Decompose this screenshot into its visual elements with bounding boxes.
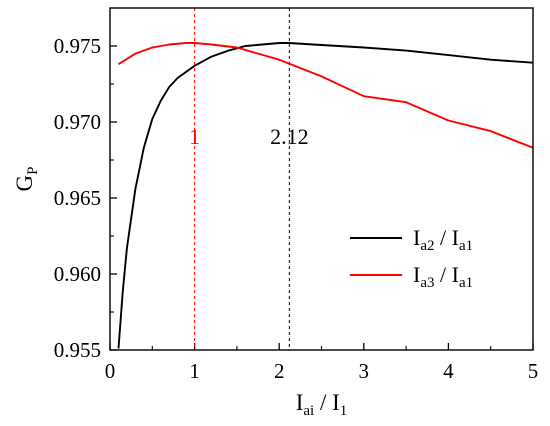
legend-label-series-2: Ia3 / Ia1 xyxy=(413,262,473,291)
y-tick-label: 0.960 xyxy=(54,262,101,286)
optimum-marker-label: 1 xyxy=(189,124,200,149)
x-tick-label: 2 xyxy=(274,359,285,383)
y-tick-label: 0.965 xyxy=(54,186,101,210)
x-tick-label: 3 xyxy=(359,359,370,383)
x-tick-label: 0 xyxy=(105,359,116,383)
tick-labels: 0 1 2 3 4 5 0.955 0.960 0.965 0.970 0.975 xyxy=(54,34,539,383)
series-line-1 xyxy=(117,42,534,349)
y-tick-label: 0.975 xyxy=(54,34,101,58)
legend-item-series-2: Ia3 / Ia1 xyxy=(350,262,473,291)
series-lines xyxy=(117,42,534,349)
x-tick-label: 5 xyxy=(528,359,539,383)
y-tick-label: 0.955 xyxy=(54,338,101,362)
series-line-2 xyxy=(117,42,534,149)
y-axis-label: GP xyxy=(12,167,41,192)
legend: Ia2 / Ia1 Ia3 / Ia1 xyxy=(350,225,473,291)
optimum-marker-label: 2.12 xyxy=(270,124,309,149)
x-tick-label: 4 xyxy=(443,359,454,383)
legend-item-series-1: Ia2 / Ia1 xyxy=(350,225,473,254)
x-tick-label: 1 xyxy=(189,359,200,383)
annotation-labels: 1 2.12 xyxy=(189,124,309,149)
plot-frame xyxy=(109,7,534,351)
legend-label-series-1: Ia2 / Ia1 xyxy=(413,225,473,254)
y-tick-label: 0.970 xyxy=(54,110,101,134)
x-axis-label: Iai / I1 xyxy=(296,390,348,419)
ticks xyxy=(109,45,534,351)
